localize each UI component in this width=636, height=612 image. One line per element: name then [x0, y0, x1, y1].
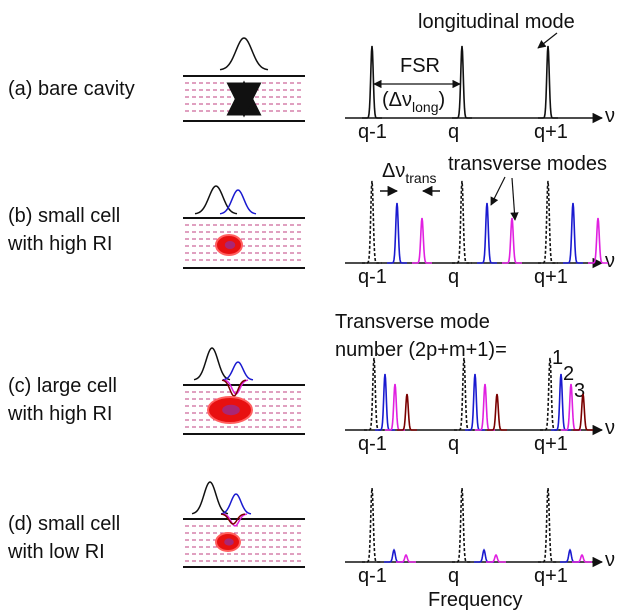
trans-sub: trans [405, 170, 436, 186]
fsr-symbol-close: ) [439, 89, 446, 111]
mode-index-label: q [448, 121, 459, 143]
mode-peak [538, 180, 558, 264]
axis-symbol: ν [605, 549, 615, 571]
fsr-symbol: (Δνlong) [382, 89, 445, 115]
mode-peak [452, 180, 472, 264]
mode-peak [362, 487, 382, 563]
mode-index-label: q [448, 266, 459, 288]
mode-peak [454, 357, 474, 431]
field-profile [220, 493, 252, 515]
pointer-arrow [537, 32, 558, 49]
mode-index: 3 [574, 380, 585, 402]
mode-index: 2 [563, 363, 574, 385]
mode-peak [477, 202, 497, 264]
mode-peak [384, 548, 404, 563]
fsr-label: FSR [400, 55, 440, 77]
pointer-arrow [510, 177, 519, 221]
mode-number-line: Transverse mode [335, 311, 490, 333]
cell-nucleus [222, 404, 240, 416]
mode-index-label: q+1 [534, 266, 568, 288]
fsr-symbol-sub: long [412, 99, 438, 115]
mode-peak [487, 393, 507, 431]
mode-peak [396, 553, 416, 563]
panel-label: (c) large cell [8, 375, 117, 397]
mode-index-label: q [448, 565, 459, 587]
longitudinal-mode-label: longitudinal mode [418, 11, 575, 33]
mode-peak [572, 553, 592, 563]
mode-index-label: q [448, 433, 459, 455]
mode-index-label: q-1 [358, 121, 387, 143]
x-axis-title: Frequency [428, 589, 523, 611]
mode-peak [563, 202, 583, 264]
mode-peak [486, 553, 506, 563]
panel-label: with high RI [7, 233, 113, 255]
mode-peak [573, 393, 593, 431]
panel-label: (d) small cell [8, 513, 120, 535]
trans-symbol: Δν [382, 160, 405, 182]
axis-symbol: ν [605, 105, 615, 127]
pointer-arrow [490, 176, 506, 206]
trans-spacing-label: Δνtrans [382, 160, 436, 186]
transverse-modes-label: transverse modes [448, 153, 607, 175]
mode-peak [397, 393, 417, 431]
field-profile [194, 185, 238, 215]
mode-peak [538, 487, 558, 563]
axis-symbol: ν [605, 417, 615, 439]
panel-label: (b) small cell [8, 205, 120, 227]
cell-nucleus [224, 241, 236, 249]
fsr-symbol-main: (Δν [382, 89, 412, 111]
mode-peak [412, 217, 432, 264]
field-profile [219, 37, 269, 71]
panel-label: with high RI [7, 403, 113, 425]
axis-symbol: ν [605, 250, 615, 272]
panel-label: (a) bare cavity [8, 78, 135, 100]
mode-index-label: q+1 [534, 433, 568, 455]
mode-peak [362, 180, 382, 264]
mode-index-label: q+1 [534, 565, 568, 587]
mode-peak [588, 217, 608, 264]
mode-index: 1 [552, 347, 563, 369]
mode-index-label: q-1 [358, 433, 387, 455]
panel-label: with low RI [7, 541, 105, 563]
field-profile [191, 481, 229, 515]
mode-peak [452, 487, 472, 563]
mode-peak [364, 357, 384, 431]
mode-index-label: q-1 [358, 266, 387, 288]
mode-peak [538, 45, 558, 119]
field-profile [221, 379, 247, 397]
mode-peak [362, 45, 382, 119]
mode-peak [560, 548, 580, 563]
field-profile [220, 513, 246, 525]
mode-peak [452, 45, 472, 119]
field-profile [219, 189, 257, 215]
mode-peak [387, 202, 407, 264]
mode-number-line: number (2p+m+1)= [335, 339, 507, 361]
cell-nucleus [224, 538, 234, 546]
field-profile [193, 347, 231, 381]
mode-index-label: q+1 [534, 121, 568, 143]
field-profile [222, 513, 248, 527]
mode-peak [474, 548, 494, 563]
mode-peak [502, 217, 522, 264]
mode-index-label: q-1 [358, 565, 387, 587]
field-profile [222, 361, 254, 381]
